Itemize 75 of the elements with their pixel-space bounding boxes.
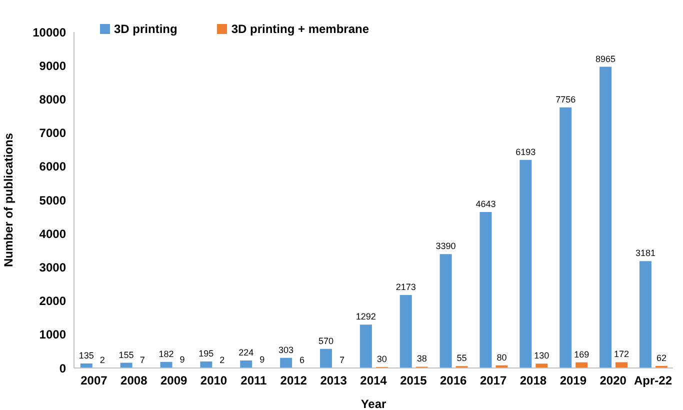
x-tick-label: 2008 — [120, 374, 148, 388]
y-tick-label: 10000 — [32, 25, 66, 40]
bar — [616, 362, 628, 368]
data-label: 38 — [416, 354, 427, 364]
data-label: 130 — [534, 350, 550, 361]
y-tick-label: 7000 — [39, 126, 66, 140]
data-label: 3390 — [436, 241, 456, 252]
data-label: 224 — [238, 347, 254, 358]
data-label: 135 — [78, 350, 94, 360]
bar — [600, 66, 612, 368]
bar — [280, 358, 292, 368]
data-label: 7 — [339, 354, 344, 365]
x-tick-label: 2016 — [440, 374, 468, 388]
bar — [360, 324, 372, 368]
data-label: 195 — [198, 348, 214, 358]
data-label: 9 — [180, 354, 185, 365]
y-tick-label: 2000 — [39, 294, 66, 308]
x-tick-label: 2020 — [600, 374, 627, 388]
data-label: 2 — [220, 354, 225, 365]
data-label: 62 — [656, 352, 666, 363]
bar — [536, 364, 548, 368]
x-tick-label: 2009 — [160, 374, 188, 388]
data-label: 7756 — [556, 94, 576, 104]
y-tick-label: 0 — [59, 361, 66, 376]
x-tick-label: 2010 — [200, 374, 228, 388]
x-tick-label: 2011 — [240, 374, 268, 388]
bar — [320, 348, 332, 368]
data-label: 7 — [140, 354, 145, 365]
y-tick-label: 4000 — [39, 226, 66, 241]
bar — [240, 360, 252, 368]
x-tick-label: 2018 — [520, 374, 547, 388]
data-label: 172 — [614, 349, 630, 360]
data-label: 9 — [260, 354, 265, 365]
data-label: 55 — [456, 353, 467, 364]
data-label: 155 — [118, 350, 134, 360]
y-tick-label: 8000 — [39, 92, 66, 106]
bar — [200, 361, 212, 368]
x-tick-label: 2019 — [560, 374, 587, 388]
bar — [520, 160, 532, 368]
data-label: 2 — [100, 354, 105, 365]
x-tick-label: 2007 — [80, 374, 108, 388]
y-tick-label: 9000 — [39, 58, 66, 73]
data-label: 2173 — [396, 282, 416, 292]
bar — [440, 254, 452, 368]
y-tick-label: 1000 — [39, 328, 66, 342]
data-label: 6193 — [516, 146, 536, 157]
y-tick-label: 3000 — [39, 260, 66, 274]
bar — [160, 362, 172, 368]
data-label: 303 — [278, 344, 294, 355]
legend-label: 3D printing + membrane — [231, 22, 370, 36]
bar — [400, 294, 412, 368]
y-axis-title: Number of publications — [1, 132, 16, 268]
y-tick-label: 6000 — [39, 160, 66, 174]
bar — [560, 107, 572, 368]
bar — [639, 261, 652, 368]
x-tick-label: 2012 — [280, 374, 308, 388]
data-label: 80 — [496, 352, 507, 362]
x-tick-label: 2013 — [320, 374, 348, 388]
y-tick-label: 5000 — [39, 193, 66, 208]
data-label: 182 — [158, 348, 174, 359]
data-label: 3181 — [635, 248, 656, 258]
x-tick-label: 2017 — [480, 374, 507, 388]
data-label: 4643 — [476, 198, 496, 209]
x-tick-label: 2015 — [400, 374, 428, 388]
data-label: 8965 — [596, 54, 616, 64]
legend-label: 3D printing — [114, 22, 178, 36]
data-label: 1292 — [356, 312, 376, 322]
data-label: 30 — [376, 354, 387, 364]
data-label: 169 — [574, 349, 590, 360]
bar — [480, 212, 492, 368]
x-tick-label: Apr-22 — [634, 374, 672, 388]
x-axis-title: Year — [360, 397, 387, 410]
data-label: 6 — [300, 354, 305, 365]
x-tick-label: 2014 — [360, 374, 388, 388]
data-label: 570 — [318, 336, 334, 346]
